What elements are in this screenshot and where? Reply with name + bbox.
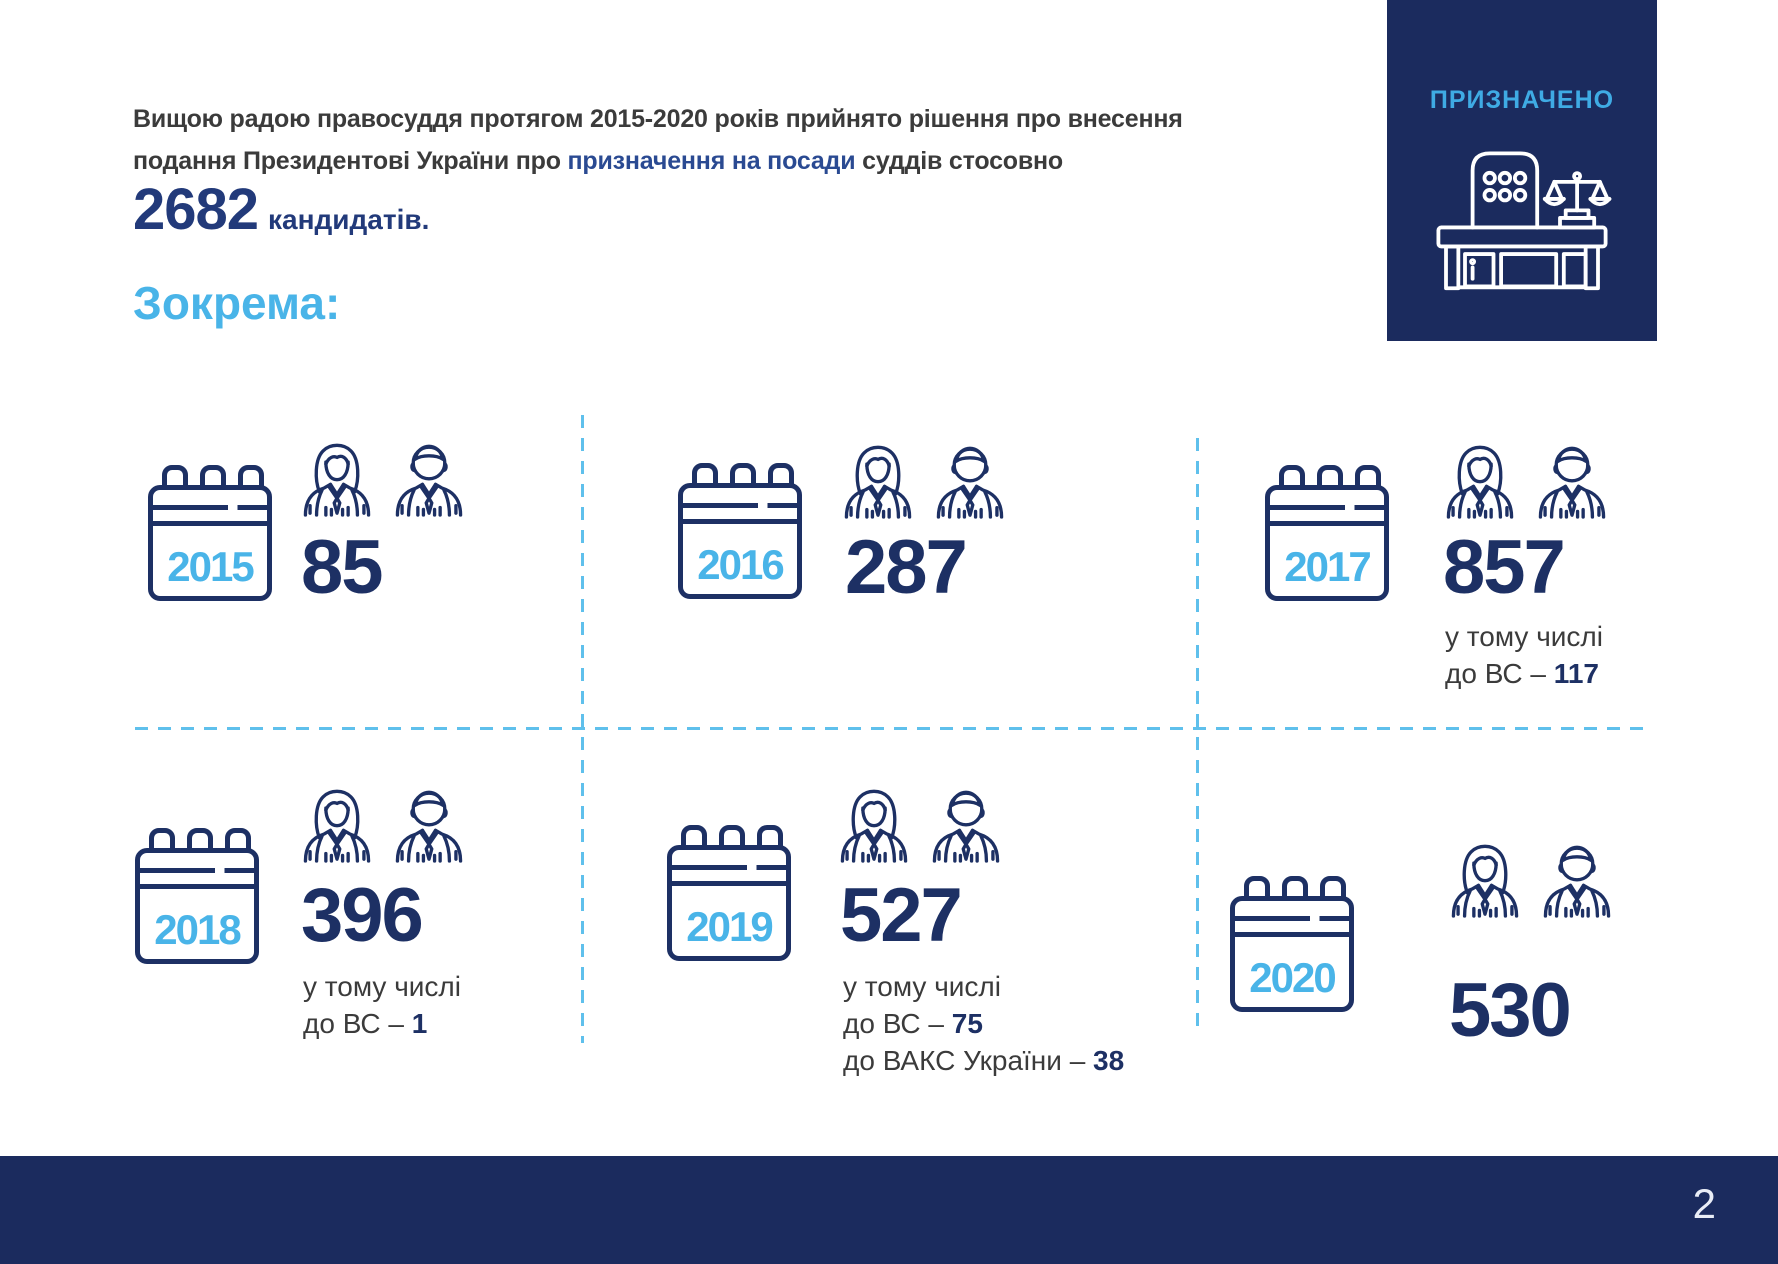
highlight-phrase: призначення на посади xyxy=(567,147,856,175)
cell-details: у тому числі до ВС – 117 xyxy=(1445,618,1603,692)
detail-line: до ВС – 75 xyxy=(843,1008,983,1039)
appointed-count: 85 xyxy=(301,525,384,610)
judge-man-icon xyxy=(390,430,468,522)
judges-icons xyxy=(1446,831,1616,923)
detail-line: у тому числі xyxy=(303,971,461,1002)
judge-man-icon xyxy=(1533,432,1611,524)
total-value: 2682 xyxy=(133,177,259,242)
judge-man-icon xyxy=(931,432,1009,524)
year-cell-2019: 2019 527 у тому числі до ВС – 75 до ВАКС У… xyxy=(583,728,1143,1078)
year-label: 2020 xyxy=(1249,954,1336,1001)
detail-line: до ВС – 117 xyxy=(1445,658,1599,689)
calendar-body xyxy=(1230,896,1354,1012)
calendar-icon: 2015 xyxy=(148,465,272,601)
calendar-icon: 2018 xyxy=(135,828,259,964)
calendar-icon: 2019 xyxy=(667,825,791,961)
appointed-count: 530 xyxy=(1449,968,1572,1053)
appointed-count: 527 xyxy=(840,873,963,958)
year-label: 2016 xyxy=(697,541,784,588)
year-label: 2018 xyxy=(154,906,241,953)
calendar-body xyxy=(678,483,802,599)
judges-icons xyxy=(839,432,1009,524)
judges-icons xyxy=(298,430,468,522)
detail-line: до ВАКС України – 38 xyxy=(843,1045,1125,1076)
calendar-icon: 2020 xyxy=(1230,876,1354,1012)
year-label: 2019 xyxy=(686,903,773,950)
year-cell-2016: 2016 287 xyxy=(583,380,1143,730)
year-cell-2017: 2017 857 у тому числі до ВС – 117 xyxy=(1198,380,1758,730)
calendar-icon: 2017 xyxy=(1265,465,1389,601)
judges-icons xyxy=(298,776,468,868)
judge-man-icon xyxy=(1538,831,1616,923)
intro-line-2: подання Президентові України про признач… xyxy=(133,147,1063,175)
judge-man-icon xyxy=(390,776,468,868)
section-label: Зокрема: xyxy=(133,277,341,329)
judge-woman-icon xyxy=(1441,432,1519,524)
vertical-divider-2 xyxy=(1196,438,1199,1032)
judges-icons xyxy=(1441,432,1611,524)
judge-woman-icon xyxy=(1446,831,1524,923)
calendar-body xyxy=(1265,485,1389,601)
intro-paragraph: Вищою радою правосуддя протягом 2015-202… xyxy=(133,98,1333,182)
appointed-count: 287 xyxy=(845,525,968,610)
judge-woman-icon xyxy=(298,776,376,868)
cell-details: у тому числі до ВС – 1 xyxy=(303,968,461,1042)
total-suffix: кандидатів. xyxy=(268,204,430,235)
year-cell-2018: 2018 396 у тому числі до ВС – 1 xyxy=(133,728,693,1078)
judge-woman-icon xyxy=(839,432,917,524)
year-cell-2020: 2020 530 xyxy=(1198,728,1758,1078)
total-candidates: 2682 кандидатів. xyxy=(133,176,429,243)
horizontal-divider xyxy=(135,727,1653,730)
detail-line: у тому числі xyxy=(843,971,1001,1002)
year-label: 2015 xyxy=(167,543,254,590)
appointed-badge: ПРИЗНАЧЕНО xyxy=(1387,0,1657,341)
intro-line-1: Вищою радою правосуддя протягом 2015-202… xyxy=(133,105,1183,133)
calendar-body xyxy=(148,485,272,601)
judge-man-icon xyxy=(927,776,1005,868)
judge-desk-scales-icon xyxy=(1427,138,1617,296)
appointed-count: 396 xyxy=(301,873,424,958)
calendar-body xyxy=(135,848,259,964)
judge-woman-icon xyxy=(835,776,913,868)
appointed-count: 857 xyxy=(1443,525,1566,610)
footer-bar: 2 xyxy=(0,1156,1778,1264)
detail-line: до ВС – 1 xyxy=(303,1008,428,1039)
calendar-icon: 2016 xyxy=(678,463,802,599)
page-number: 2 xyxy=(1692,1180,1716,1227)
cell-details: у тому числі до ВС – 75 до ВАКС України – … xyxy=(843,968,1124,1079)
year-label: 2017 xyxy=(1284,543,1371,590)
year-cell-2015: 2015 85 xyxy=(133,380,693,730)
badge-title: ПРИЗНАЧЕНО xyxy=(1429,86,1615,114)
judge-woman-icon xyxy=(298,430,376,522)
detail-line: у тому числі xyxy=(1445,621,1603,652)
judges-icons xyxy=(835,776,1005,868)
calendar-body xyxy=(667,845,791,961)
